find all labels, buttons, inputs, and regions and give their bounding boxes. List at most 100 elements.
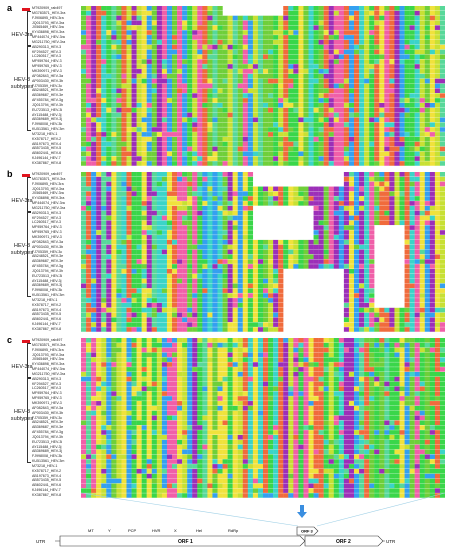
alignment-cell [318,136,324,142]
alignment-cell [369,181,375,187]
alignment-cell [313,98,319,103]
alignment-cell [429,25,436,30]
alignment-cell [96,93,102,98]
alignment-cell [434,39,441,45]
alignment-cell [141,239,147,245]
alignment-cell [136,136,142,142]
alignment-cell [227,278,233,284]
alignment-cell [81,347,87,353]
alignment-cell [343,161,350,166]
alignment-cell [419,283,425,289]
alignment-cell [207,205,213,211]
sequence-name: KX387867_HEV-8 [32,493,62,497]
alignment-cell [111,293,117,298]
sequence-name: LC260517_HEV-3 [32,386,61,391]
alignment-cell [166,161,173,166]
alignment-cell [354,302,360,308]
alignment-cell [106,288,112,293]
alignment-cell [161,88,168,93]
alignment-cell [263,30,269,35]
alignment-cell [288,201,294,206]
alignment-cell [369,322,375,327]
alignment-cell [232,30,238,35]
alignment-cell [202,210,208,216]
alignment-cell [278,161,284,166]
alignment-cell [424,347,430,353]
alignment-cell [212,225,218,230]
alignment-cell [111,172,117,177]
alignment-cell [177,357,183,362]
alignment-cell [338,25,345,30]
alignment-cell [384,312,390,318]
alignment-cell [177,54,183,60]
alignment-cell [434,352,441,358]
alignment-cell [172,312,178,318]
alignment-cell [91,312,97,318]
alignment-cell [111,338,117,343]
alignment-cell [172,117,178,123]
alignment-cell [283,112,289,118]
alignment-cell [177,249,183,255]
alignment-cell [414,73,420,79]
alignment-cell [217,73,223,79]
alignment-cell [232,273,238,279]
alignment-cell [131,371,137,377]
alignment-cell [156,107,163,113]
alignment-cell [369,283,375,289]
alignment-cell [192,127,198,132]
alignment-cell [308,59,314,64]
alignment-cell [308,30,314,35]
alignment-cell [111,69,117,74]
alignment-cell [409,215,415,221]
alignment-cell [404,73,410,79]
alignment-cell [424,215,430,221]
alignment-cell [303,103,309,108]
alignment-cell [439,259,445,264]
alignment-cell [273,273,279,279]
alignment-cell [217,107,223,113]
alignment-cell [106,205,112,211]
alignment-cell [429,220,436,226]
alignment-cell [419,298,425,303]
alignment-cell [242,239,248,245]
alignment-cell [359,59,365,64]
alignment-cell [348,312,355,318]
sequence-name: FJ705359_HEV-3c [32,415,63,420]
alignment-cell [237,210,243,216]
alignment-cell [399,215,405,221]
alignment-cell [323,39,329,45]
alignment-cell [328,352,334,358]
alignment-cell [394,210,400,216]
alignment-cell [424,186,430,192]
alignment-cell [399,357,405,362]
alignment-cell [273,322,279,327]
alignment-cell [354,342,360,348]
alignment-cell [187,146,193,152]
alignment-cell [121,136,127,142]
alignment-cell [156,220,163,226]
alignment-cell [278,107,284,113]
alignment-cell [91,367,97,372]
alignment-cell [177,141,183,147]
alignment-cell [278,127,284,132]
alignment-cell [394,49,400,55]
alignment-cell [394,39,400,45]
alignment-cell [106,35,112,40]
alignment-cell [404,35,410,40]
alignment-cell [161,244,168,250]
alignment-cell [232,283,238,289]
alignment-cell [369,103,375,108]
alignment-cell [81,220,87,226]
alignment-cell [121,176,127,182]
alignment-cell [187,112,193,118]
alignment-cell [126,141,132,147]
alignment-cell [91,210,97,216]
alignment-cell [166,25,173,30]
alignment-cell [414,298,420,303]
alignment-cell [156,6,163,11]
alignment-cell [131,317,137,323]
alignment-cell [172,78,178,84]
alignment-cell [121,6,127,11]
alignment-cell [81,283,87,289]
alignment-cell [91,259,97,264]
